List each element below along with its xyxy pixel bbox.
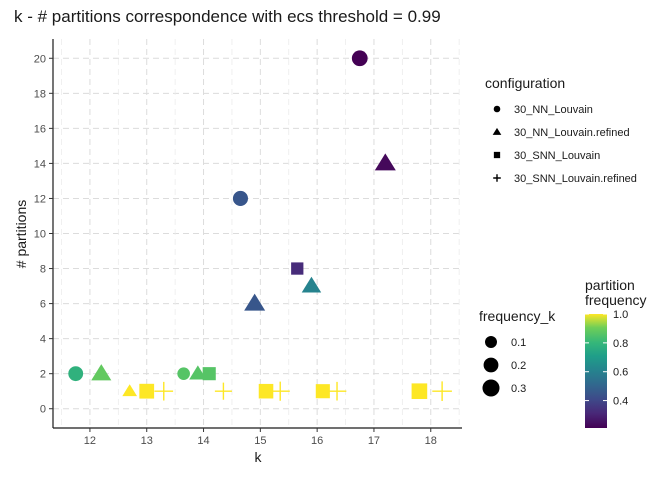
colorbar-tick-label: 0.6: [613, 367, 628, 379]
y-tick-label: 20: [34, 53, 46, 65]
data-point: [189, 365, 207, 380]
legend-entry-label: 30_SNN_Louvain: [514, 150, 600, 162]
legend-key-circle: [493, 105, 501, 113]
data-point: [244, 293, 266, 311]
data-point: [432, 381, 452, 402]
y-tick-label: 16: [34, 123, 46, 135]
y-tick-label: 6: [40, 299, 46, 311]
colorbar: [585, 314, 607, 428]
legend-size-label: 0.3: [511, 383, 526, 395]
data-point: [270, 381, 290, 401]
y-tick-label: 0: [40, 404, 46, 416]
colorbar-tick-label: 0.8: [613, 338, 628, 350]
legend-size-key: [483, 357, 499, 373]
plot-panel: 0 2 4 6 8 10 12 14 16 18 20 12 13 14 15 16 17 18: [34, 39, 462, 447]
y-tick-label: 4: [40, 334, 46, 346]
y-tick-label: 8: [40, 264, 46, 276]
legend-frequency-k-title: frequency_k: [479, 308, 556, 324]
legend-key-plus: [493, 174, 501, 182]
x-axis-label: k: [255, 449, 263, 465]
data-point: [202, 367, 216, 381]
data-point: [411, 383, 428, 400]
legend-color-title-line2: frequency: [585, 292, 646, 308]
data-point: [327, 381, 347, 401]
x-tick-label: 15: [254, 435, 266, 447]
legend-configuration-title: configuration: [485, 75, 565, 91]
legend-entry-label: 30_NN_Louvain: [514, 104, 593, 116]
data-point: [232, 190, 248, 206]
legend-configuration-keys: [492, 105, 502, 182]
data-point: [291, 262, 304, 275]
y-tick-label: 18: [34, 88, 46, 100]
y-tick-label: 12: [34, 193, 46, 205]
legend-configuration: configuration 30_NN_Louvain 30_NN_Louvai…: [485, 75, 637, 185]
y-axis-label: # partitions: [13, 200, 29, 268]
legend-key-triangle: [492, 127, 502, 135]
y-tick-label: 2: [40, 369, 46, 381]
x-tick-label: 14: [197, 435, 209, 447]
x-tick-label: 13: [141, 435, 153, 447]
colorbar-tick-label: 1.0: [613, 309, 628, 321]
legend-size-label: 0.1: [511, 337, 526, 349]
legend-size-label: 0.2: [511, 360, 526, 372]
legend-entry-label: 30_SNN_Louvain.refined: [514, 173, 637, 185]
colorbar-tick-label: 0.4: [613, 396, 628, 408]
legend-partition-frequency: partition frequency 0.4 0.6 0.8 1.0: [585, 277, 646, 428]
data-point: [122, 384, 138, 397]
data-point: [68, 366, 84, 382]
x-tick-label: 17: [368, 435, 380, 447]
data-point: [258, 383, 274, 399]
legend-frequency-k: frequency_k 0.1 0.2 0.3: [479, 308, 556, 397]
legend-entry-label: 30_NN_Louvain.refined: [514, 127, 630, 139]
legend-frequency-k-keys: [482, 336, 500, 397]
legend-color-title-line1: partition: [585, 277, 635, 293]
legend-key-square: [493, 151, 501, 159]
data-point: [214, 382, 232, 400]
data-point: [351, 50, 368, 67]
x-tick-label: 12: [84, 435, 96, 447]
data-point: [154, 381, 174, 401]
data-point: [177, 367, 190, 380]
chart-title: k - # partitions correspondence with ecs…: [14, 7, 441, 26]
legend-size-key: [482, 379, 500, 397]
colorbar-ticks: 0.4 0.6 0.8 1.0: [585, 309, 628, 408]
legend-size-key: [485, 336, 497, 348]
data-point: [301, 276, 322, 293]
data-point: [315, 384, 330, 399]
x-tick-label: 16: [311, 435, 323, 447]
data-point: [139, 383, 155, 399]
x-tick-label: 18: [425, 435, 437, 447]
y-tick-label: 14: [34, 158, 46, 170]
data-point: [374, 153, 396, 171]
data-point: [91, 364, 112, 381]
y-tick-label: 10: [34, 229, 46, 241]
